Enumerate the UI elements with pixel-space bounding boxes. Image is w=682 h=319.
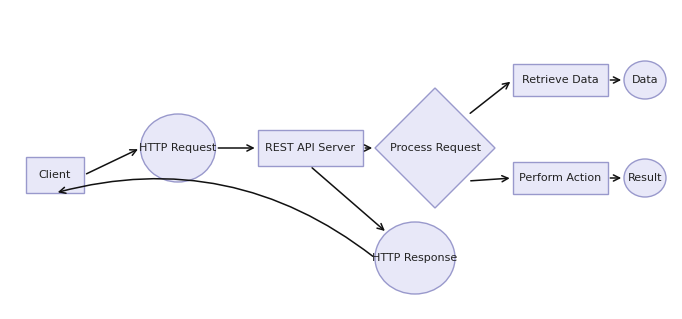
- Ellipse shape: [624, 61, 666, 99]
- Ellipse shape: [624, 159, 666, 197]
- FancyBboxPatch shape: [258, 130, 363, 166]
- Text: Data: Data: [632, 75, 658, 85]
- Text: HTTP Request: HTTP Request: [139, 143, 217, 153]
- Ellipse shape: [140, 114, 216, 182]
- FancyBboxPatch shape: [512, 162, 608, 194]
- Text: Process Request: Process Request: [389, 143, 481, 153]
- Ellipse shape: [375, 222, 455, 294]
- Text: Perform Action: Perform Action: [519, 173, 601, 183]
- FancyBboxPatch shape: [26, 157, 84, 193]
- Text: Result: Result: [627, 173, 662, 183]
- Text: HTTP Response: HTTP Response: [372, 253, 458, 263]
- FancyBboxPatch shape: [512, 64, 608, 96]
- Polygon shape: [375, 88, 495, 208]
- Text: Retrieve Data: Retrieve Data: [522, 75, 598, 85]
- Text: Client: Client: [39, 170, 71, 180]
- Text: REST API Server: REST API Server: [265, 143, 355, 153]
